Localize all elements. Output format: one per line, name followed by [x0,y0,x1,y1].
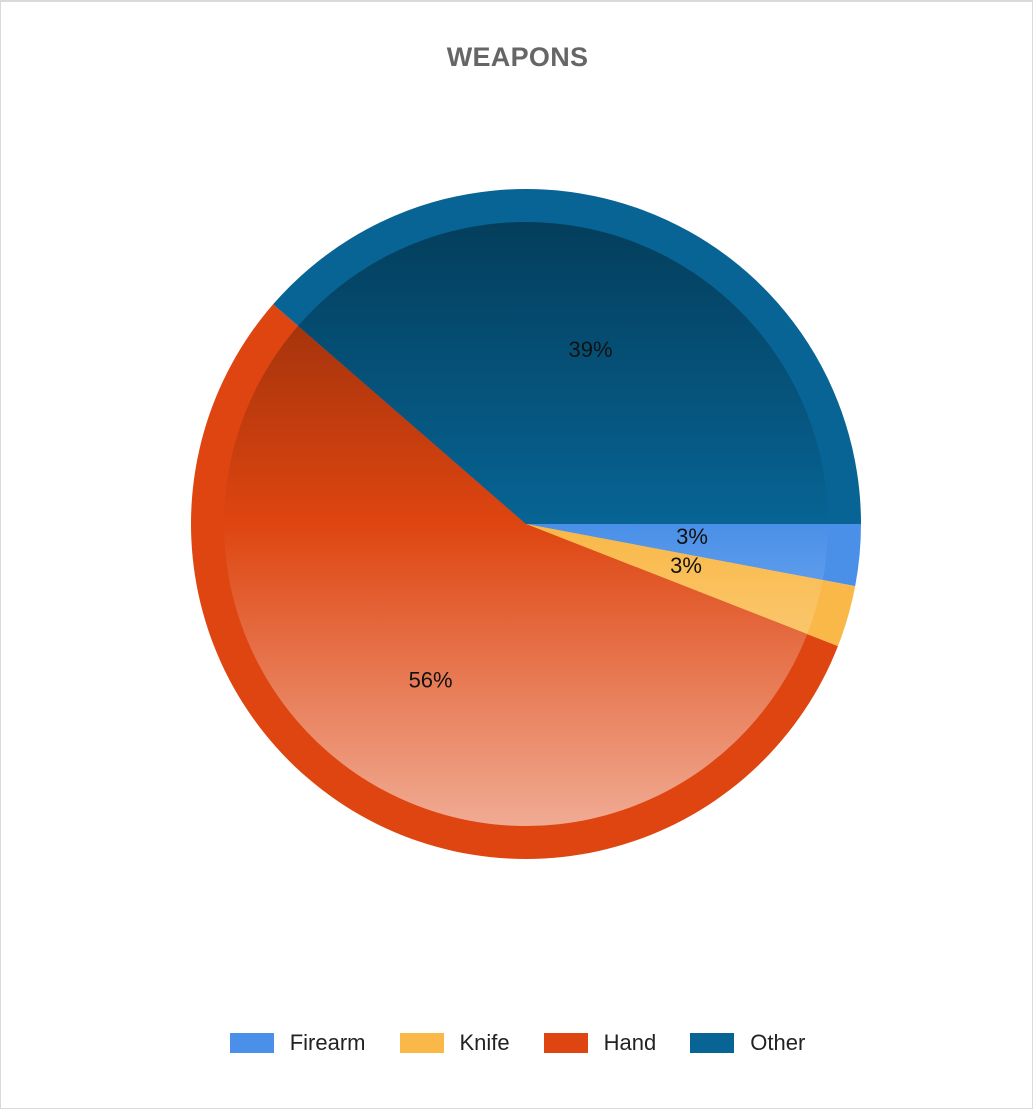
pie-slice-face-knife [526,524,823,635]
legend-item-firearm[interactable]: Firearm [229,1030,366,1056]
legend-item-hand[interactable]: Hand [543,1030,657,1056]
pie-label-knife: 3% [670,553,702,578]
pie-label-other: 39% [568,337,612,362]
legend-swatch-knife [399,1033,444,1053]
legend-item-other[interactable]: Other [690,1030,805,1056]
legend-swatch-hand [543,1033,588,1053]
pie-slice-knife[interactable] [526,524,856,647]
pie-slice-face-hand [224,325,808,826]
legend-label-firearm: Firearm [289,1030,366,1055]
legend: Firearm Knife Hand Other [0,1030,1035,1056]
legend-label-knife: Knife [459,1030,510,1055]
pie-slice-face-other [298,221,828,524]
pie-label-hand: 56% [409,667,453,692]
pie-slice-firearm[interactable] [526,524,861,587]
legend-swatch-other [690,1033,735,1053]
legend-label-other: Other [750,1030,806,1055]
legend-label-hand: Hand [603,1030,657,1055]
chart-title: WEAPONS [446,42,589,72]
legend-swatch-firearm [229,1033,274,1053]
pie-label-firearm: 3% [676,524,708,549]
legend-item-knife[interactable]: Knife [399,1030,510,1056]
pie-slice-other[interactable] [273,188,861,525]
pie-slice-hand[interactable] [191,304,838,859]
pie-slice-face-firearm [526,524,828,581]
